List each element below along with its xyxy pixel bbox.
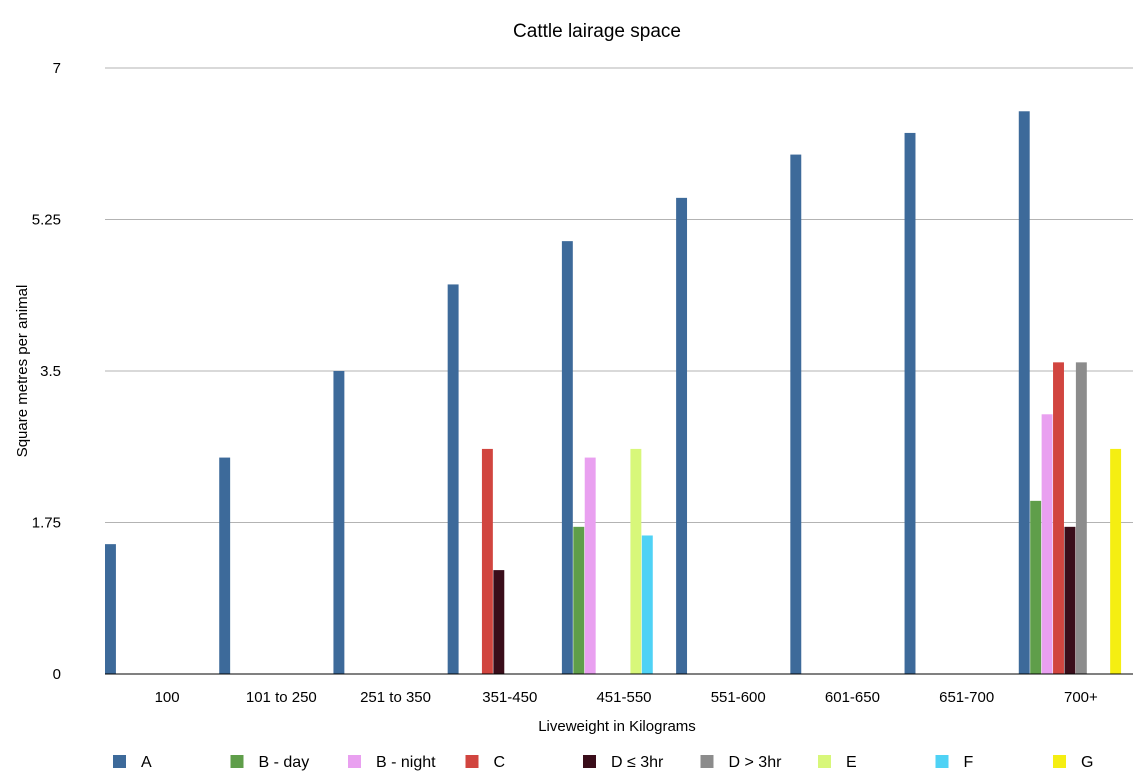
gridlines xyxy=(105,67,1133,523)
x-tick-label: 601-650 xyxy=(825,689,880,706)
legend-item: G xyxy=(1053,754,1093,771)
legend-swatch xyxy=(1053,755,1066,768)
y-tick-label: 0 xyxy=(53,666,61,683)
legend-label: E xyxy=(846,754,857,771)
legend-item: A xyxy=(113,754,152,771)
bar xyxy=(561,241,573,674)
legend-item: D ≤ 3hr xyxy=(583,754,664,771)
bar xyxy=(1064,526,1076,674)
y-tick-label: 1.75 xyxy=(32,515,61,532)
legend-label: B - day xyxy=(259,754,310,771)
x-tick-label: 251 to 350 xyxy=(360,689,431,706)
x-tick-label: 651-700 xyxy=(939,689,994,706)
bar xyxy=(447,284,459,674)
bar xyxy=(1041,414,1053,674)
bar xyxy=(333,371,345,674)
bar xyxy=(630,448,642,674)
bar xyxy=(105,544,116,674)
bar xyxy=(676,197,688,674)
legend-label: B - night xyxy=(376,754,436,771)
legend-swatch xyxy=(230,755,244,768)
y-axis-tick-labels: 0 1.75 3.5 5.25 7 xyxy=(32,60,61,683)
legend-swatch xyxy=(583,755,596,768)
x-tick-label: 101 to 250 xyxy=(246,689,317,706)
legend-item: D > 3hr xyxy=(700,754,783,771)
legend-swatch xyxy=(700,755,714,768)
legend-item: E xyxy=(818,754,857,771)
legend-swatch xyxy=(465,755,479,768)
y-tick-label: 5.25 xyxy=(32,212,61,229)
legend-label: A xyxy=(141,754,152,771)
legend-label: D ≤ 3hr xyxy=(611,754,664,771)
legend-item: C xyxy=(465,754,506,771)
bar xyxy=(641,535,653,674)
bar xyxy=(790,154,802,675)
legend: A B - day B - night C D ≤ 3hr D > 3hr E F G xyxy=(113,754,1093,771)
x-tick-label: 100 xyxy=(155,689,180,706)
bar xyxy=(481,448,493,674)
bar xyxy=(219,457,231,674)
chart-title: Cattle lairage space xyxy=(513,21,681,42)
bar xyxy=(493,570,505,674)
legend-label: F xyxy=(964,754,974,771)
bar xyxy=(1110,448,1122,674)
x-axis-label: Liveweight in Kilograms xyxy=(538,718,696,735)
legend-swatch xyxy=(935,755,949,768)
bar xyxy=(904,132,916,674)
bar xyxy=(1030,500,1042,674)
legend-item: B - night xyxy=(348,754,436,771)
x-tick-label: 351-450 xyxy=(482,689,537,706)
bar xyxy=(1053,362,1064,674)
y-axis-label: Square metres per animal xyxy=(14,285,31,458)
x-tick-label: 451-550 xyxy=(596,689,651,706)
legend-label: G xyxy=(1081,754,1093,771)
x-tick-label: 551-600 xyxy=(711,689,766,706)
legend-label: D > 3hr xyxy=(729,754,783,771)
bar xyxy=(584,457,596,674)
legend-item: F xyxy=(935,754,974,771)
legend-swatch xyxy=(348,755,361,768)
x-tick-label: 700+ xyxy=(1064,689,1098,706)
x-axis-tick-labels: 100 101 to 250 251 to 350 351-450 451-550 551… xyxy=(155,689,1098,706)
bar xyxy=(1018,111,1030,675)
y-tick-label: 3.5 xyxy=(40,363,61,380)
legend-swatch xyxy=(113,755,126,768)
bar xyxy=(573,526,585,674)
legend-label: C xyxy=(494,754,506,771)
legend-item: B - day xyxy=(230,754,310,771)
bars xyxy=(105,111,1122,675)
legend-swatch xyxy=(818,755,831,768)
y-tick-label: 7 xyxy=(53,60,61,77)
bar xyxy=(1075,362,1087,674)
